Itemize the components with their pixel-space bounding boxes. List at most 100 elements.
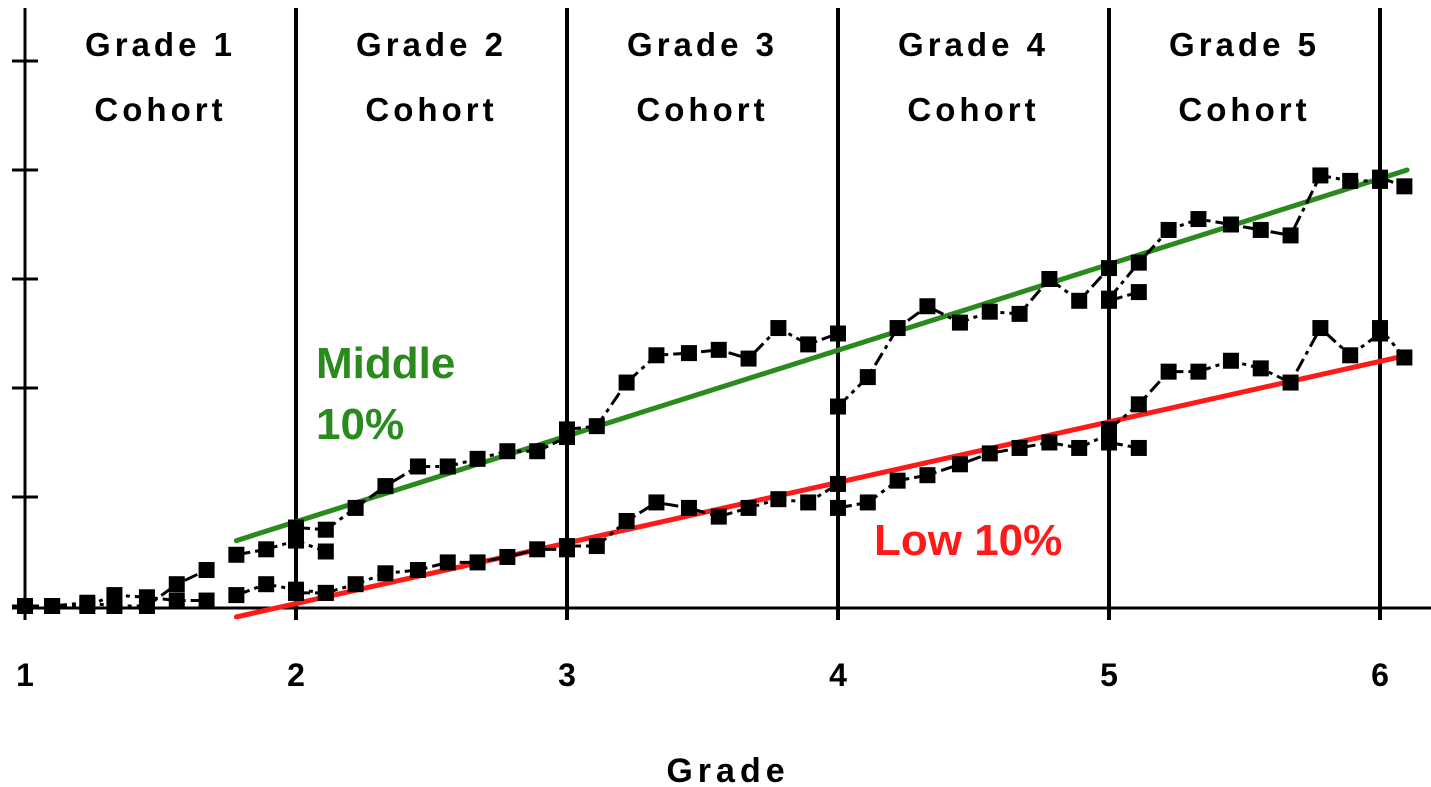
data-point bbox=[1041, 271, 1058, 287]
data-point bbox=[1130, 254, 1147, 271]
cohort-dividers bbox=[294, 8, 1382, 620]
data-point bbox=[1222, 216, 1239, 233]
data-point bbox=[317, 543, 334, 560]
data-point bbox=[710, 508, 727, 525]
data-point bbox=[1190, 211, 1207, 228]
data-point bbox=[1252, 360, 1269, 377]
data-point bbox=[1101, 260, 1117, 277]
data-point bbox=[1011, 439, 1028, 456]
data-point bbox=[529, 443, 546, 460]
data-point bbox=[288, 532, 304, 549]
data-point bbox=[258, 576, 275, 593]
cohort-label-line1: Grade 1 bbox=[85, 26, 236, 63]
data-point bbox=[288, 584, 304, 601]
data-point bbox=[1071, 292, 1088, 309]
observed-series-line bbox=[837, 432, 1110, 510]
x-tick-label: 6 bbox=[1371, 657, 1389, 693]
data-point bbox=[168, 592, 185, 609]
data-point bbox=[1372, 169, 1388, 186]
data-point bbox=[770, 491, 787, 508]
middle-series-label: 10% bbox=[316, 400, 404, 449]
data-point bbox=[168, 576, 185, 593]
data-point bbox=[648, 494, 665, 511]
data-point bbox=[770, 320, 787, 337]
low-trend-line bbox=[233, 352, 1410, 620]
data-point bbox=[830, 325, 846, 342]
data-point bbox=[347, 499, 364, 516]
x-tick-label: 2 bbox=[287, 657, 305, 693]
data-point bbox=[469, 554, 486, 571]
data-point bbox=[1101, 292, 1117, 309]
trend-lines bbox=[233, 167, 1410, 620]
data-point bbox=[79, 594, 96, 611]
cohort-label-line2: Cohort bbox=[907, 91, 1039, 128]
data-point bbox=[559, 538, 575, 555]
x-axis-title: Grade bbox=[666, 752, 789, 787]
data-point bbox=[1222, 352, 1239, 369]
data-point bbox=[588, 538, 605, 555]
data-point bbox=[258, 541, 275, 558]
data-point bbox=[1160, 363, 1177, 380]
data-point bbox=[228, 587, 245, 604]
x-tick-label: 5 bbox=[1100, 657, 1118, 693]
cohort-label-line2: Cohort bbox=[94, 91, 226, 128]
series-labels: Middle 10% Low 10% bbox=[316, 339, 1062, 565]
cohort-label-line2: Cohort bbox=[365, 91, 497, 128]
observed-lines bbox=[17, 167, 1413, 614]
data-point bbox=[1282, 374, 1299, 391]
data-point bbox=[680, 499, 697, 516]
data-point bbox=[981, 445, 998, 462]
observed-series-line bbox=[1108, 325, 1381, 431]
data-point bbox=[288, 519, 304, 536]
data-point bbox=[377, 478, 394, 495]
middle-series-label: Middle bbox=[316, 339, 455, 388]
data-point bbox=[1190, 363, 1207, 380]
data-point bbox=[1282, 227, 1299, 244]
data-point bbox=[710, 341, 727, 358]
data-point bbox=[1396, 349, 1413, 366]
data-point bbox=[1312, 167, 1329, 184]
data-point bbox=[740, 350, 757, 367]
data-point bbox=[439, 554, 456, 571]
data-point bbox=[830, 398, 846, 415]
data-point bbox=[409, 458, 426, 475]
data-point bbox=[800, 494, 817, 511]
x-tick-labels: 1 2 3 4 5 6 bbox=[16, 657, 1389, 693]
axes bbox=[12, 8, 1431, 620]
data-point bbox=[1011, 305, 1028, 322]
data-point bbox=[830, 475, 846, 492]
x-tick-label: 1 bbox=[16, 657, 34, 693]
data-point bbox=[1252, 221, 1269, 238]
observed-series-line bbox=[566, 326, 839, 431]
observed-series-line bbox=[836, 267, 1111, 408]
data-point bbox=[1130, 439, 1147, 456]
cohort-label-line2: Cohort bbox=[636, 91, 768, 128]
data-point bbox=[800, 336, 817, 353]
data-point bbox=[1396, 178, 1413, 195]
data-point bbox=[951, 456, 968, 473]
cohort-label-line2: Cohort bbox=[1178, 91, 1310, 128]
data-point bbox=[1342, 172, 1359, 189]
data-point bbox=[377, 565, 394, 582]
low-series-label: Low 10% bbox=[874, 516, 1062, 565]
data-point bbox=[889, 320, 906, 337]
data-point bbox=[409, 562, 426, 579]
data-point bbox=[317, 521, 334, 538]
data-point bbox=[1160, 221, 1177, 238]
data-point bbox=[529, 541, 546, 558]
cohort-labels: Grade 1 Cohort Grade 2 Cohort Grade 3 Cohort G… bbox=[85, 26, 1316, 128]
data-point bbox=[859, 494, 876, 511]
data-point bbox=[859, 369, 876, 386]
observed-series-line bbox=[296, 547, 567, 595]
data-point bbox=[1101, 421, 1117, 438]
data-point bbox=[198, 562, 215, 579]
data-point bbox=[44, 598, 61, 614]
data-point bbox=[469, 450, 486, 467]
data-point bbox=[1130, 284, 1147, 301]
observed-series-line bbox=[235, 582, 326, 597]
data-point bbox=[618, 512, 635, 529]
data-point bbox=[830, 499, 846, 516]
data-point bbox=[138, 598, 155, 614]
cohort-label-line1: Grade 4 bbox=[898, 26, 1049, 63]
